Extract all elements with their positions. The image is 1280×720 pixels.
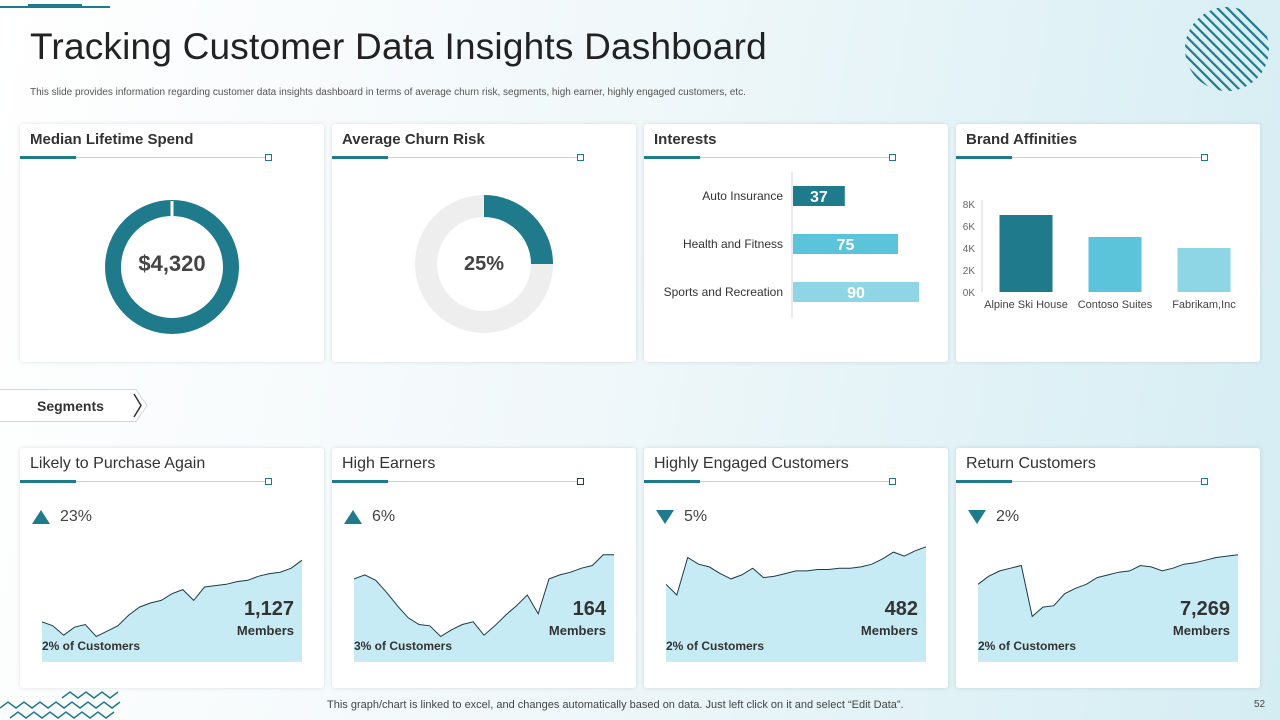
trend-indicator: 23%: [32, 508, 92, 526]
interests-bar-chart[interactable]: Auto Insurance 37 Health and Fitness 75 Spor…: [644, 172, 948, 322]
members-label: Members: [1172, 623, 1230, 638]
percent-of-customers: 2% of Customers: [42, 639, 141, 653]
brand-category-label: Alpine Ski House: [984, 299, 1068, 311]
segments-label: Segments: [37, 398, 104, 414]
area-fill: [42, 560, 302, 662]
interest-bar[interactable]: [793, 282, 919, 302]
high-earners-card[interactable]: High Earners 6% 164 Members 3% of Custom…: [332, 448, 636, 688]
area-fill: [354, 554, 614, 662]
trend-line: [42, 559, 302, 638]
member-count: 7,269: [1179, 598, 1230, 620]
member-count: 1,127: [243, 598, 294, 620]
zigzag-decoration: [0, 691, 121, 719]
card-title: Median Lifetime Spend: [30, 131, 194, 148]
segments-tab[interactable]: [0, 389, 148, 422]
return-customers-card[interactable]: Return Customers 2% 7,269 Members 2% of …: [956, 448, 1260, 688]
member-count: 164: [572, 598, 606, 620]
average-churn-risk-card[interactable]: Average Churn Risk 25%: [332, 124, 636, 362]
card-title: Highly Engaged Customers: [654, 455, 849, 472]
interests-card[interactable]: Interests Auto Insurance 37 Health and Fit…: [644, 124, 948, 362]
interest-value-label: 75: [837, 237, 855, 254]
churn-risk-donut[interactable]: [414, 194, 554, 334]
percent-of-customers: 2% of Customers: [978, 639, 1077, 653]
page-number: 52: [1254, 699, 1266, 710]
card-divider: [332, 478, 584, 485]
trend-indicator: 5%: [656, 508, 707, 526]
segment-area-chart[interactable]: [666, 528, 926, 662]
trend-line: [978, 554, 1238, 618]
likely-to-purchase-card[interactable]: Likely to Purchase Again 23% 1,127 Membe…: [20, 448, 324, 688]
brand-bar[interactable]: [1088, 237, 1142, 292]
area-fill: [666, 546, 926, 662]
page-title: Tracking Customer Data Insights Dashboar…: [30, 26, 767, 67]
brand-y-tick: 6K: [963, 222, 976, 233]
top-accent-line: [0, 0, 110, 8]
card-divider: [956, 154, 1208, 161]
trend-change: 6%: [372, 508, 396, 525]
interest-bar[interactable]: [793, 186, 845, 206]
brand-y-tick: 2K: [963, 266, 976, 277]
brand-category-label: Fabrikam,Inc: [1172, 299, 1236, 311]
area-fill: [978, 554, 1238, 662]
card-title: Interests: [654, 131, 717, 148]
card-divider: [956, 478, 1208, 485]
members-label: Members: [548, 623, 606, 638]
interest-category-label: Health and Fitness: [683, 237, 783, 251]
churn-risk-arc: [483, 195, 553, 265]
interest-category-label: Sports and Recreation: [664, 285, 783, 299]
trend-change: 5%: [684, 508, 708, 525]
brand-y-tick: 8K: [963, 200, 976, 211]
trend-indicator: 6%: [344, 508, 395, 526]
interest-bar[interactable]: [793, 234, 898, 254]
brand-category-label: Contoso Suites: [1078, 299, 1153, 311]
member-count: 482: [884, 598, 918, 620]
interest-value-label: 37: [810, 189, 828, 206]
card-divider: [332, 154, 584, 161]
percent-of-customers: 2% of Customers: [666, 639, 765, 653]
card-title: Likely to Purchase Again: [30, 455, 206, 472]
trend-arrow-icon: [968, 510, 986, 524]
card-title: Return Customers: [966, 455, 1096, 472]
card-divider: [644, 478, 896, 485]
trend-change: 23%: [60, 508, 93, 525]
card-title: Brand Affinities: [966, 131, 1078, 148]
card-divider: [20, 478, 272, 485]
brand-affinities-bar-chart[interactable]: 0K 2K 4K 6K 8K Alpine Ski House Contoso Suites…: [956, 194, 1260, 319]
interest-value-label: 90: [847, 285, 865, 302]
hatched-circle-decoration: [1185, 7, 1269, 91]
trend-line: [666, 546, 926, 596]
segment-area-chart[interactable]: [978, 528, 1238, 662]
page-subtitle: This slide provides information regardin…: [30, 87, 746, 98]
footer-note: This graph/chart is linked to excel, and…: [327, 699, 904, 711]
segment-area-chart[interactable]: [354, 528, 614, 662]
card-divider: [20, 154, 272, 161]
members-label: Members: [860, 623, 918, 638]
trend-line: [354, 554, 614, 638]
trend-arrow-icon: [344, 510, 362, 524]
brand-y-tick: 0K: [963, 288, 976, 299]
segment-area-chart[interactable]: [42, 528, 302, 662]
brand-bar[interactable]: [1177, 248, 1231, 292]
card-title: High Earners: [342, 455, 436, 472]
trend-change: 2%: [996, 508, 1020, 525]
chevron-right-icon: [133, 393, 142, 418]
members-label: Members: [236, 623, 294, 638]
median-lifetime-spend-card[interactable]: Median Lifetime Spend $4,320: [20, 124, 324, 362]
lifetime-spend-donut[interactable]: [104, 199, 240, 335]
churn-risk-value: 25%: [463, 253, 505, 275]
card-title: Average Churn Risk: [342, 131, 485, 148]
brand-affinities-card[interactable]: Brand Affinities 0K 2K 4K 6K 8K Alpine Ski Ho…: [956, 124, 1260, 362]
card-divider: [644, 154, 896, 161]
brand-bar[interactable]: [999, 215, 1053, 292]
trend-arrow-icon: [32, 510, 50, 524]
interest-category-label: Auto Insurance: [702, 189, 783, 203]
trend-arrow-icon: [656, 510, 674, 524]
trend-indicator: 2%: [968, 508, 1019, 526]
brand-y-tick: 4K: [963, 244, 976, 255]
lifetime-spend-value: $4,320: [138, 251, 206, 276]
highly-engaged-card[interactable]: Highly Engaged Customers 5% 482 Members …: [644, 448, 948, 688]
percent-of-customers: 3% of Customers: [354, 639, 453, 653]
